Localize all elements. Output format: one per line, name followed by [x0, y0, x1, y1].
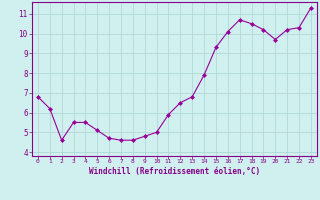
X-axis label: Windchill (Refroidissement éolien,°C): Windchill (Refroidissement éolien,°C) — [89, 167, 260, 176]
